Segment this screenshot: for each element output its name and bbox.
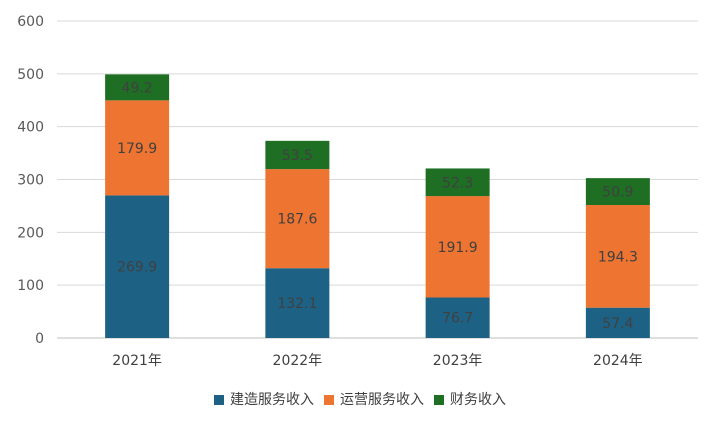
bars [105,74,650,338]
legend: 建造服务收入 运营服务收入 财务收入 [214,392,506,408]
legend-label: 运营服务收入 [340,392,424,408]
y-tick-label: 300 [17,173,44,189]
data-label: 53.5 [282,148,313,164]
bar-segment [585,307,650,338]
y-tick-label: 0 [35,331,44,347]
x-tick-label: 2021年 [112,353,162,369]
data-label: 187.6 [277,212,317,228]
bar-segment [105,74,170,101]
bar-segment [585,178,650,206]
data-label: 179.9 [117,141,157,157]
data-label: 269.9 [117,260,157,276]
legend-swatch [434,395,444,405]
y-tick-label: 100 [17,278,44,294]
x-tick-label: 2022年 [273,353,323,369]
data-label: 49.2 [122,80,153,96]
bar-segment [425,168,490,197]
bar-segment [265,268,330,338]
legend-swatch [214,395,224,405]
y-tick-label: 500 [17,67,44,83]
legend-label: 财务收入 [450,392,506,408]
x-tick-label: 2024年 [593,353,643,369]
bar-segment [105,100,170,196]
data-label: 76.7 [442,311,473,327]
y-axis-ticks: 0 100 200 300 400 500 600 [17,14,44,347]
bar-segment [425,297,490,338]
bar-segment [425,196,490,298]
data-label: 52.3 [442,175,473,191]
data-label: 57.4 [602,316,633,332]
legend-label: 建造服务收入 [230,392,314,408]
bar-segment [265,140,330,170]
data-label: 132.1 [277,296,317,312]
data-label: 194.3 [598,249,638,265]
legend-swatch [324,395,334,405]
y-tick-label: 200 [17,225,44,241]
x-axis-ticks: 2021年 2022年 2023年 2024年 [112,353,642,369]
data-label: 50.9 [602,185,633,201]
x-tick-label: 2023年 [433,353,483,369]
data-label: 191.9 [438,240,478,256]
bar-segment [105,195,170,338]
bar-segment [265,169,330,269]
y-tick-label: 400 [17,120,44,136]
bar-segment [585,205,650,308]
y-tick-label: 600 [17,14,44,30]
data-labels: 269.9 179.9 49.2 132.1 187.6 53.5 76.7 191.9 52.… [117,80,638,331]
